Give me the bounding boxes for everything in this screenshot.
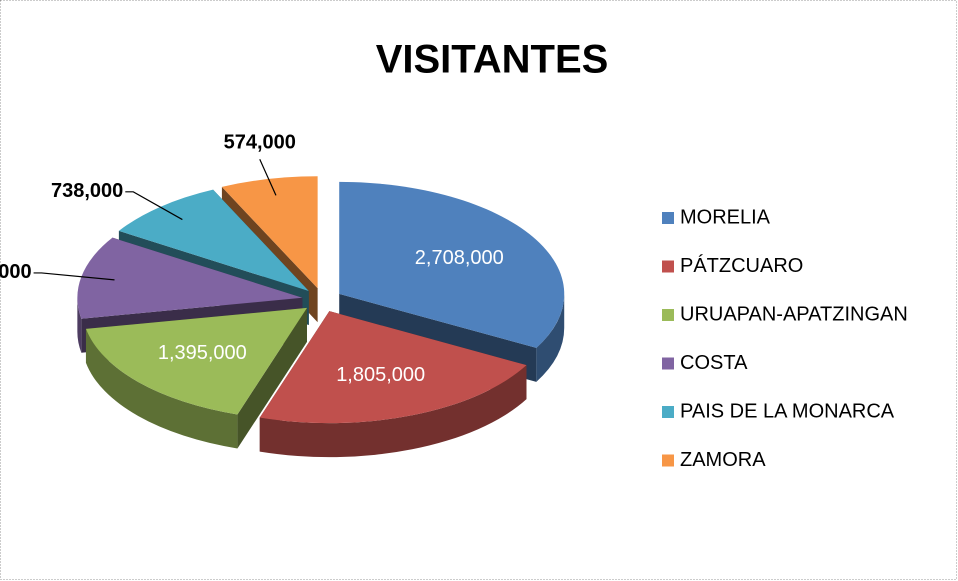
legend-swatch	[662, 309, 674, 321]
slice-top	[221, 176, 318, 289]
data-label: 1,395,000	[158, 342, 247, 364]
leader-line	[125, 191, 183, 221]
legend-label: PAIS DE LA MONARCA	[680, 400, 895, 422]
slice-side	[77, 297, 82, 353]
legend-swatch	[662, 260, 674, 273]
chart-title: VISITANTES	[376, 38, 609, 82]
slice-top	[118, 189, 309, 291]
slice-side	[259, 365, 527, 458]
legend-label: URUAPAN-APATZINGAN	[680, 303, 908, 325]
slice-top	[339, 181, 565, 348]
legend-swatch	[662, 212, 674, 224]
data-label: 574,000	[224, 132, 296, 154]
data-label: 985,000	[0, 261, 32, 283]
legend-label: COSTA	[680, 352, 748, 374]
data-label: 738,000	[51, 180, 123, 202]
data-label: 2,708,000	[415, 247, 504, 269]
slice	[259, 311, 527, 458]
leader-line	[259, 159, 277, 196]
slice-top	[259, 311, 527, 424]
legend-swatch	[662, 454, 674, 467]
legend-label: ZAMORA	[680, 449, 766, 471]
leader-line	[33, 272, 115, 281]
legend-label: MORELIA	[680, 206, 771, 228]
slice-top	[85, 307, 307, 415]
legend-swatch	[662, 357, 674, 370]
slice-side	[536, 293, 565, 382]
slice-top	[77, 237, 303, 319]
data-label: 1,805,000	[336, 364, 425, 386]
slice-side	[85, 328, 238, 449]
legend-label: PÁTZCUARO	[680, 254, 803, 277]
slice	[85, 307, 307, 449]
legend-swatch	[662, 406, 674, 418]
